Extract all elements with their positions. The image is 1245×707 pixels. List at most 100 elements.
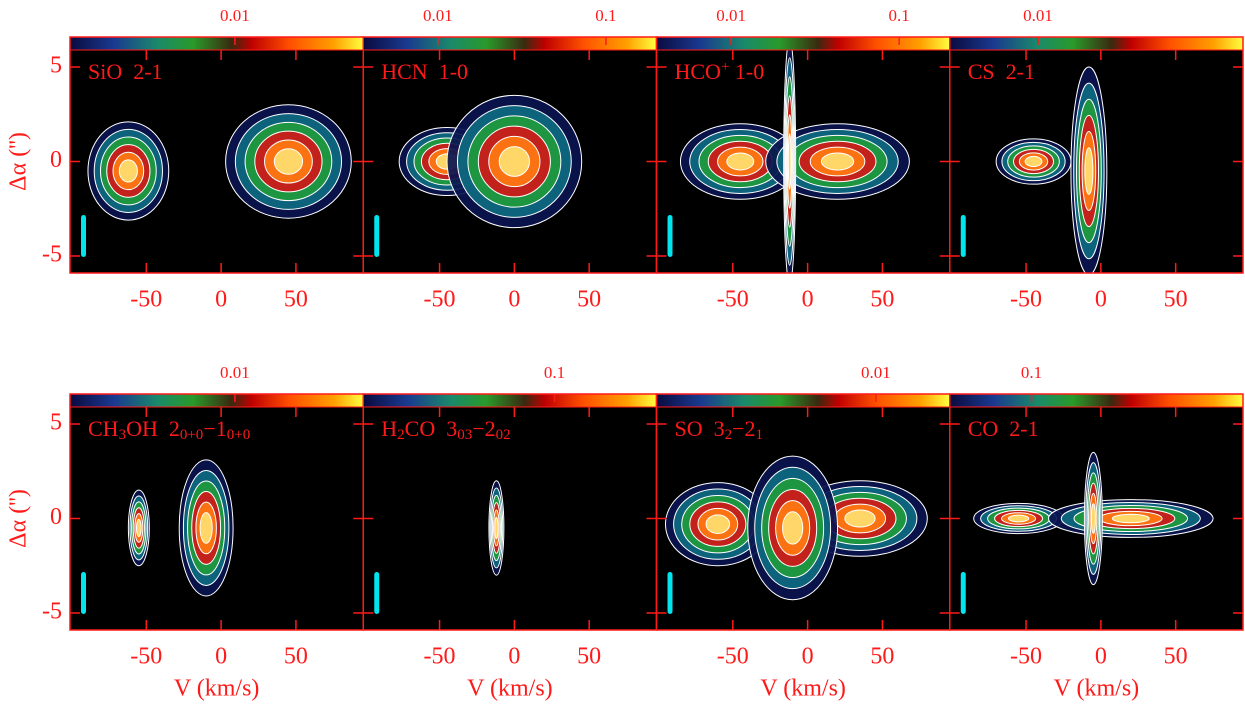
beam xyxy=(667,215,673,257)
x-tick-label: 0 xyxy=(802,287,814,313)
x-tick-label: -50 xyxy=(424,287,456,313)
x-tick-label: -50 xyxy=(717,644,749,670)
emission-contour xyxy=(726,152,755,171)
panel-label: H2CO 303−202 xyxy=(381,416,510,443)
panel-label-part: CS 2-1 xyxy=(968,59,1035,84)
panel-label-part: CO 3 xyxy=(405,416,458,441)
x-tick-label: 0 xyxy=(215,644,227,670)
emission xyxy=(87,104,352,221)
panel-label-part: H xyxy=(381,416,397,441)
emission-contour xyxy=(705,514,731,535)
colorbar-tick-label: 0.1 xyxy=(544,363,565,382)
colorbar-tick-label: 0.1 xyxy=(1021,363,1042,382)
x-tick-label: -50 xyxy=(130,644,162,670)
panel: 0.01 -50 0 50 CS 2-1 xyxy=(949,6,1244,313)
x-tick-label: -50 xyxy=(424,644,456,670)
plot-area xyxy=(363,407,657,630)
emission xyxy=(127,459,234,597)
x-axis-label: V (km/s) xyxy=(174,676,260,702)
x-tick-label: 50 xyxy=(284,644,308,670)
frame xyxy=(949,393,1244,631)
panel-label: CO 2-1 xyxy=(968,416,1039,441)
colorbar-tick-label: 0.01 xyxy=(716,6,746,25)
panel-label-part: CO 2-1 xyxy=(968,416,1039,441)
colorbar xyxy=(363,394,657,407)
x-tick-label: 50 xyxy=(1164,287,1188,313)
colorbar xyxy=(656,394,950,407)
beam xyxy=(81,572,86,614)
panel-label-part: 0+0 xyxy=(180,427,203,443)
y-tick-label: 5 xyxy=(50,410,62,436)
panel-label-part: 2 xyxy=(397,427,405,443)
colorbar xyxy=(656,37,950,50)
emission-contour xyxy=(844,509,876,528)
colorbar-tick-label: 0.01 xyxy=(220,363,250,382)
emission xyxy=(488,480,505,576)
panel-label-part: −2 xyxy=(732,416,755,441)
x-tick-label: 0 xyxy=(1095,644,1107,670)
colorbar-tick-label: 0.1 xyxy=(595,6,616,25)
x-axis-label: V (km/s) xyxy=(760,676,846,702)
y-tick-label: 0 xyxy=(50,504,62,530)
x-tick-label: 50 xyxy=(870,287,894,313)
emission xyxy=(973,451,1214,586)
x-tick-label: 0 xyxy=(215,287,227,313)
panel-label-part: 03 xyxy=(457,427,472,443)
panel-label-part: SO 3 xyxy=(675,416,725,441)
emission xyxy=(398,94,583,229)
emission-contour xyxy=(118,159,138,183)
panel-label-part: SiO 2-1 xyxy=(88,59,163,84)
colorbar-tick-label: 0.01 xyxy=(423,6,453,25)
x-tick-label: -50 xyxy=(1010,287,1042,313)
panel-label-part: OH 2 xyxy=(126,416,180,441)
emission-contour xyxy=(494,516,499,540)
beam xyxy=(81,215,86,257)
x-tick-label: 50 xyxy=(577,287,601,313)
panel-label: CH3OH 20+0−10+0 xyxy=(88,416,250,443)
x-tick-label: 0 xyxy=(508,287,520,313)
panel-label: SiO 2-1 xyxy=(88,59,163,84)
emission-contour xyxy=(1111,513,1150,524)
colorbar xyxy=(70,37,364,50)
panel-label-part: 1-0 xyxy=(729,59,764,84)
x-axis-label: V (km/s) xyxy=(1054,676,1140,702)
panel-label-part: 1 xyxy=(756,427,764,443)
colorbar xyxy=(70,394,364,407)
x-tick-label: 50 xyxy=(284,287,308,313)
panel: 0.01 0.1 -50 0 50 HCO+ 1-0 xyxy=(655,6,951,313)
colorbar-tick-label: 0.01 xyxy=(861,363,891,382)
colorbar-tick-label: 0.01 xyxy=(220,6,250,25)
beam xyxy=(374,572,380,614)
emission xyxy=(664,455,928,601)
emission-contour xyxy=(1090,503,1096,534)
x-tick-label: 0 xyxy=(1095,287,1107,313)
emission-contour xyxy=(498,146,531,177)
y-tick-label: -5 xyxy=(42,598,62,624)
panel-label-part: HCO xyxy=(675,59,721,84)
emission-contour xyxy=(1084,147,1094,195)
panel-label-part: −1 xyxy=(203,416,226,441)
y-tick-label: -5 xyxy=(42,241,62,267)
panel-label: HCO+ 1-0 xyxy=(675,59,765,84)
frame xyxy=(949,36,1244,274)
panel-label-part: HCN 1-0 xyxy=(381,59,468,84)
colorbar-tick-label: 0.01 xyxy=(1023,6,1053,25)
x-tick-label: 0 xyxy=(508,644,520,670)
y-tick-label: 0 xyxy=(50,147,62,173)
panel-label-part: 3 xyxy=(119,427,127,443)
emission xyxy=(679,50,910,273)
panel-label-part: CH xyxy=(88,416,119,441)
panel: 0.1 -50 0 50 V (km/s) CO 2-1 xyxy=(949,363,1244,702)
colorbar xyxy=(949,37,1243,50)
beam xyxy=(667,572,673,614)
panel-label: CS 2-1 xyxy=(968,59,1035,84)
emission xyxy=(995,66,1108,273)
panel: 0.01 -50 0 50 V (km/s) SO 32−21 xyxy=(655,363,951,702)
beam xyxy=(960,215,966,257)
colorbar xyxy=(363,37,657,50)
x-axis-label: V (km/s) xyxy=(467,676,553,702)
emission-contour xyxy=(1007,514,1030,523)
x-tick-label: 0 xyxy=(802,644,814,670)
